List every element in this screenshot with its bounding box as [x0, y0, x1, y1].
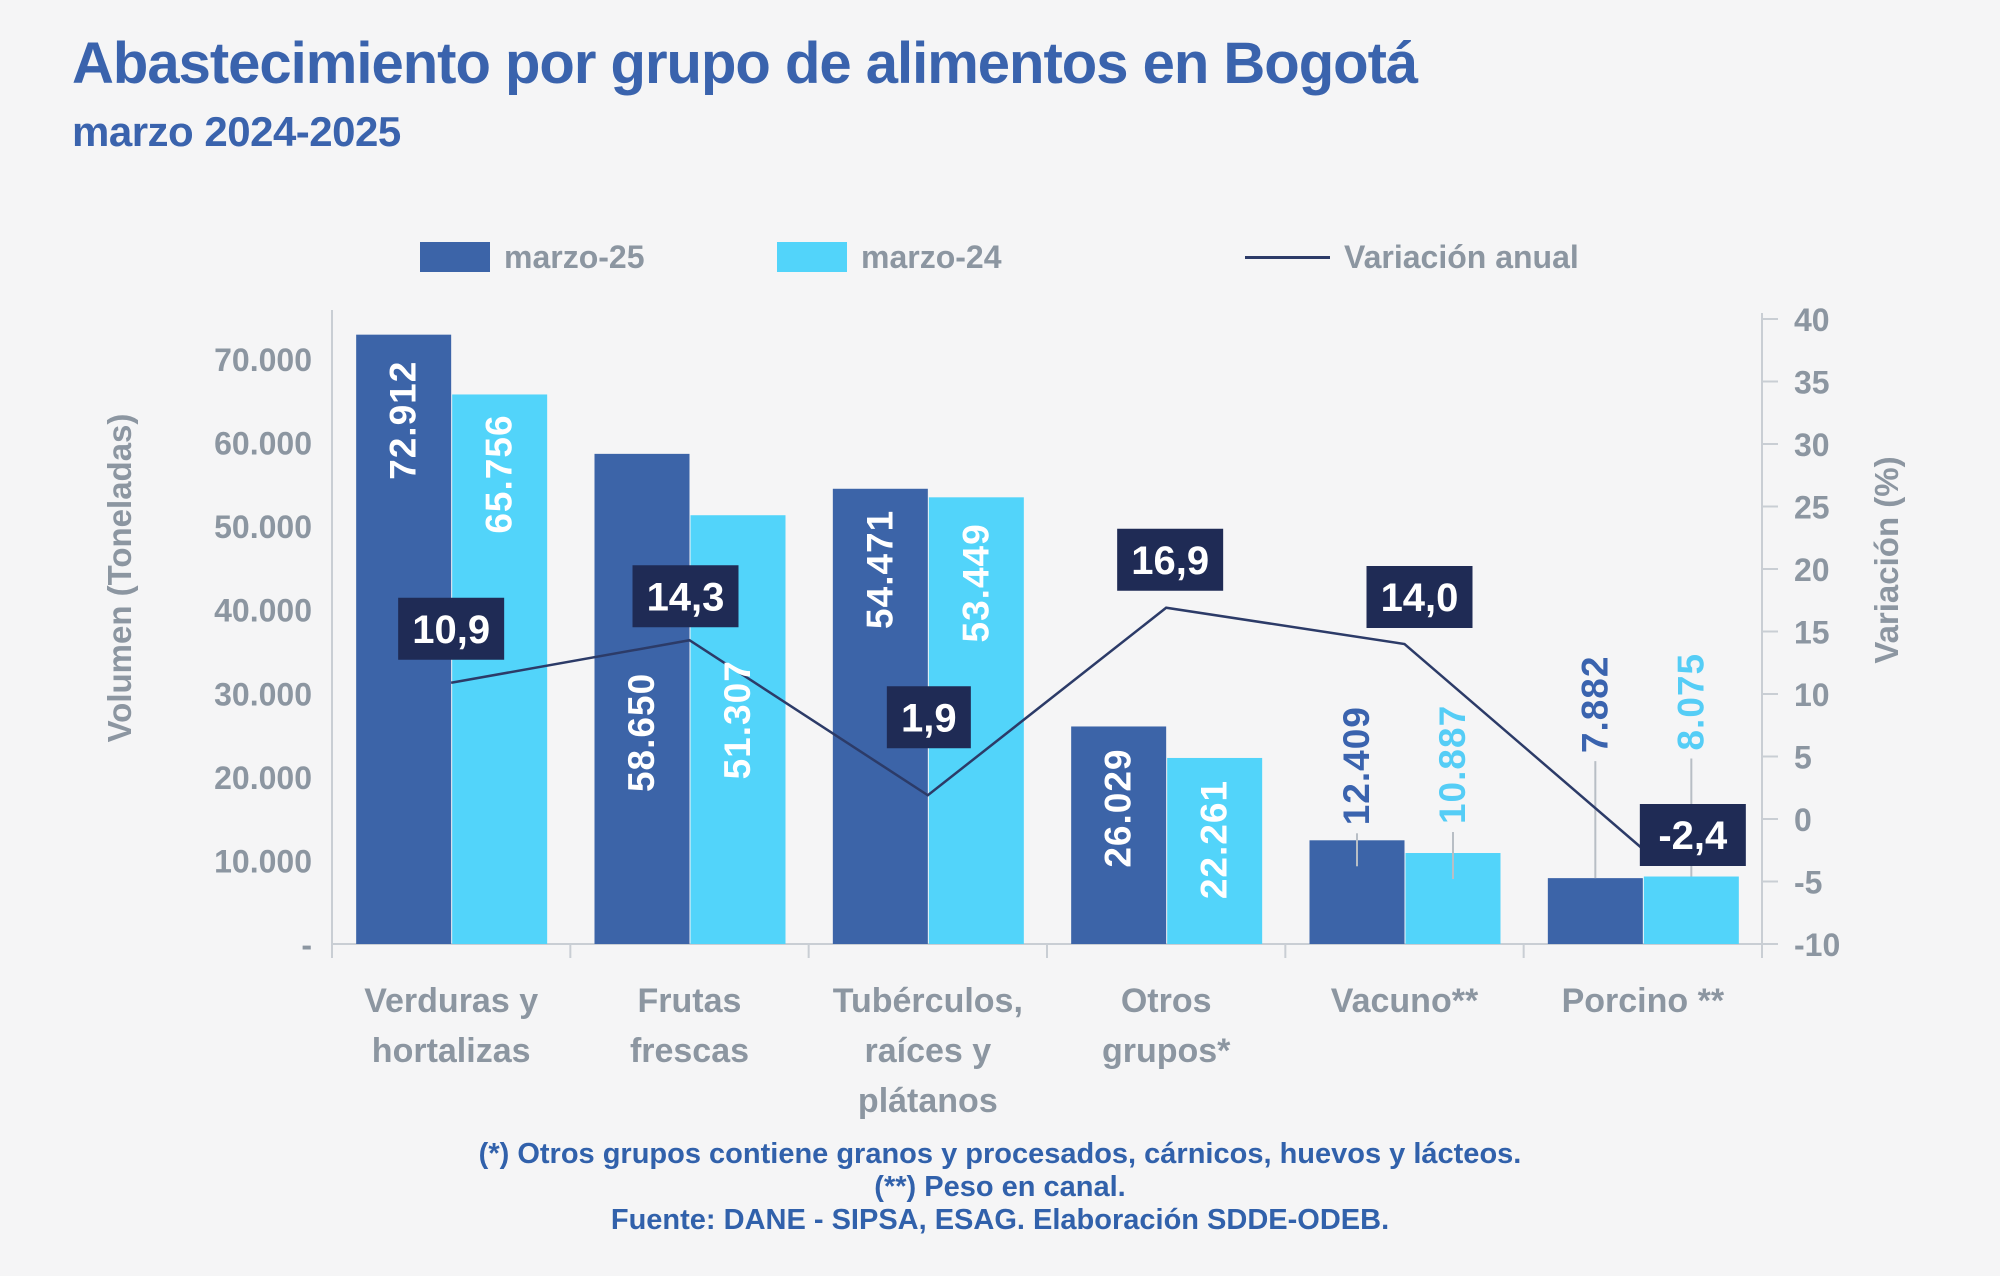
- variation-box-3: [1117, 528, 1224, 591]
- page-title: Abastecimiento por grupo de alimentos en…: [72, 31, 1418, 96]
- variation-value-3: 16,9: [1131, 539, 1209, 583]
- left-axis-title: Volumen (Toneladas): [101, 414, 138, 743]
- right-axis-tick-label: 35: [1794, 365, 1830, 401]
- right-axis-tick-label: 0: [1794, 802, 1812, 838]
- variation-line-layer: [450, 606, 1644, 850]
- variation-box-5: [1639, 804, 1746, 866]
- category-labels-layer: Verduras y hortalizas Frutas frescas Tubércu…: [364, 982, 1725, 1120]
- legend-label-variacion: Variación anual: [1344, 238, 1579, 275]
- bar-value-label-marzo-24-0: 65.756: [479, 414, 520, 533]
- category-label-2: plátanos: [858, 1082, 998, 1120]
- bar-marzo-25-1: [594, 453, 690, 944]
- bar-value-label-marzo-24-3: 22.261: [1194, 780, 1235, 899]
- category-label-5: Porcino **: [1562, 982, 1725, 1020]
- bar-value-label-marzo-25-4: 12.409: [1336, 706, 1377, 825]
- bar-marzo-25-3: [1071, 726, 1167, 944]
- category-label-3: grupos*: [1102, 1032, 1231, 1070]
- bar-value-label-marzo-25-2: 54.471: [859, 510, 900, 629]
- footnotes: (*) Otros grupos contiene granos y proce…: [0, 1138, 2000, 1237]
- right-axis-tick-label: 40: [1794, 302, 1830, 338]
- bar-marzo-24-3: [1167, 757, 1263, 944]
- page-subtitle: marzo 2024-2025: [72, 108, 401, 155]
- bar-marzo-24-5: [1643, 876, 1739, 944]
- right-axis-tick-label: -10: [1794, 927, 1840, 963]
- right-axis-tick-label: 25: [1794, 490, 1830, 526]
- legend-label-marzo-25: marzo-25: [504, 238, 645, 275]
- left-axis-tick-label: 50.000: [214, 509, 312, 545]
- left-axis-tick-label: 40.000: [214, 593, 312, 629]
- legend-swatch-marzo-24: [777, 242, 847, 272]
- variation-value-4: 14,0: [1381, 576, 1459, 620]
- category-label-1: Frutas: [638, 982, 742, 1020]
- variation-box-1: [632, 565, 739, 628]
- right-axis-tick-label: 15: [1794, 615, 1830, 651]
- variation-box-2: [886, 686, 971, 749]
- left-axis-tick-label: 70.000: [214, 342, 312, 378]
- category-label-4: Vacuno**: [1331, 982, 1479, 1020]
- legend-item-variacion-anual: Variación anual: [1245, 238, 1579, 276]
- bar-marzo-25-5: [1547, 878, 1643, 944]
- variation-labels-layer: 10,9 14,3 1,9 16,9 14,0 -2,4: [398, 528, 1746, 866]
- bar-value-label-marzo-24-4: 10.887: [1432, 705, 1473, 824]
- bars-layer: [356, 334, 1739, 944]
- left-axis-tick-label: 60.000: [214, 426, 312, 462]
- category-label-2: raíces y: [864, 1032, 991, 1070]
- bar-value-label-marzo-24-1: 51.307: [717, 660, 758, 779]
- right-axis-tick-label: 20: [1794, 552, 1830, 588]
- footnote-otros-grupos: (*) Otros grupos contiene granos y proce…: [478, 1138, 1522, 1170]
- source-line: Fuente: DANE - SIPSA, ESAG. Elaboración …: [610, 1204, 1390, 1236]
- left-axis-tick-label: 10.000: [214, 843, 312, 879]
- axes-layer: 70.000 60.000 50.000 40.000 30.000 20.000 10.0…: [214, 302, 1840, 963]
- category-label-0: hortalizas: [372, 1032, 531, 1070]
- right-axis-tick-label: 5: [1794, 740, 1812, 776]
- right-axis-tick-label: 30: [1794, 427, 1830, 463]
- bar-value-label-marzo-25-5: 7.882: [1574, 656, 1615, 754]
- left-axis-tick-label: 30.000: [214, 676, 312, 712]
- variation-value-2: 1,9: [901, 696, 957, 740]
- left-axis-tick-label: 20.000: [214, 760, 312, 796]
- legend-item-marzo-25: marzo-25: [420, 238, 645, 276]
- right-axis-tick-label: -5: [1794, 865, 1822, 901]
- bar-value-label-marzo-24-5: 8.075: [1670, 653, 1711, 751]
- legend-swatch-marzo-25: [420, 242, 490, 272]
- variation-value-1: 14,3: [647, 575, 725, 619]
- variation-box-4: [1366, 566, 1473, 628]
- variation-box-0: [398, 597, 505, 660]
- variation-value-0: 10,9: [412, 608, 490, 652]
- bar-value-label-marzo-25-3: 26.029: [1098, 748, 1139, 867]
- category-label-1: frescas: [630, 1032, 749, 1070]
- bar-value-labels-layer: 72.912 58.650 54.471 26.029 12.409 7.882 65.75…: [383, 361, 1712, 899]
- bar-value-label-marzo-25-0: 72.912: [383, 361, 424, 480]
- variation-value-5: -2,4: [1658, 814, 1728, 858]
- category-label-3: Otros: [1121, 982, 1212, 1020]
- bar-value-label-marzo-24-2: 53.449: [955, 523, 996, 642]
- category-label-2: Tubérculos,: [833, 982, 1023, 1020]
- right-axis-title: Variación (%): [1868, 456, 1905, 663]
- legend-line-swatch-variacion: [1245, 255, 1330, 259]
- category-label-0: Verduras y: [364, 982, 538, 1020]
- bar-value-label-marzo-25-1: 58.650: [621, 673, 662, 792]
- left-axis-tick-label: -: [301, 927, 312, 963]
- right-axis-tick-label: 10: [1794, 677, 1830, 713]
- legend-label-marzo-24: marzo-24: [861, 238, 1002, 275]
- variation-annual-line: [450, 606, 1644, 850]
- legend-item-marzo-24: marzo-24: [777, 238, 1002, 276]
- footnote-peso-en-canal: (**) Peso en canal.: [874, 1171, 1126, 1203]
